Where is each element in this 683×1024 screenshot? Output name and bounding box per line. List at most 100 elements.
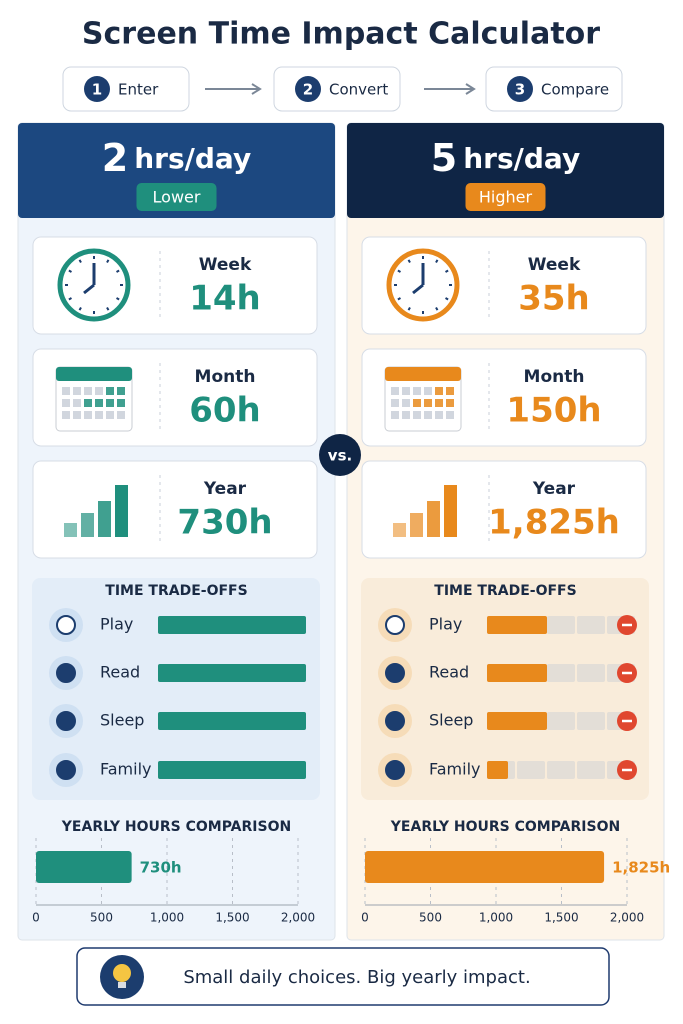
tradeoff-bar (158, 664, 306, 682)
tradeoff-label: Sleep (100, 711, 144, 730)
calendar-day (117, 411, 125, 419)
calendar-day (95, 399, 103, 407)
clock-hand (412, 283, 424, 295)
family-icon-inner (385, 760, 405, 780)
tradeoff-bar (158, 761, 306, 779)
clock-tick (68, 297, 72, 301)
segment-track (547, 712, 575, 730)
tradeoff-bar (158, 616, 306, 634)
bar-icon (393, 523, 406, 537)
step-label: Convert (329, 81, 388, 99)
clock-tick (116, 297, 120, 301)
tradeoff-bar (487, 761, 508, 779)
stat-label: Month (524, 367, 585, 387)
calendar-day (413, 387, 421, 395)
calendar-day (73, 387, 81, 395)
calendar-top (56, 367, 132, 381)
step-number: 1 (92, 81, 102, 99)
step-number: 2 (303, 81, 313, 99)
segment-track (547, 664, 575, 682)
x-tick-label: 1,000 (150, 911, 184, 925)
calendar-day (435, 411, 443, 419)
hours-unit: hrs/day (134, 142, 251, 175)
calendar-day (424, 411, 432, 419)
calendar-day (391, 399, 399, 407)
calendar-day (84, 399, 92, 407)
calendar-day (117, 387, 125, 395)
calendar-day (435, 387, 443, 395)
badge-label: Lower (153, 188, 201, 207)
step-label: Enter (118, 81, 159, 99)
x-tick-label: 500 (90, 911, 113, 925)
badge-label: Higher (479, 188, 533, 207)
clock-tick (445, 269, 449, 273)
x-tick-label: 0 (32, 911, 40, 925)
calendar-day (424, 387, 432, 395)
clock-hand (83, 283, 95, 295)
stat-label: Year (532, 479, 576, 499)
footer-box (76, 947, 610, 1006)
calendar-day (62, 411, 70, 419)
calendar-day (73, 399, 81, 407)
step-circle (84, 76, 110, 102)
calendar-day (106, 387, 114, 395)
sleep-icon-inner (56, 711, 76, 731)
calendar-day (106, 411, 114, 419)
tradeoff-bar (158, 712, 306, 730)
clock-tick (106, 307, 110, 311)
calendar-day (391, 387, 399, 395)
tradeoff-label: Play (100, 615, 133, 634)
calendar-day (446, 411, 454, 419)
tradeoffs-box (361, 578, 649, 800)
calendar-day (402, 411, 410, 419)
calendar-day (73, 411, 81, 419)
tradeoff-label: Play (429, 615, 462, 634)
calendar-day (391, 411, 399, 419)
segment-track (577, 712, 605, 730)
yearly-title: YEARLY HOURS COMPARISON (390, 819, 620, 835)
yearly-title: YEARLY HOURS COMPARISON (61, 819, 291, 835)
calendar-day (413, 411, 421, 419)
yearly-bar (365, 851, 605, 883)
calendar-day (402, 399, 410, 407)
arrowhead (465, 83, 476, 95)
panel-header (18, 123, 335, 218)
stat-value: 150h (506, 391, 601, 431)
tradeoff-bar (487, 712, 547, 730)
clock-tick (407, 307, 411, 311)
hours-unit: hrs/day (463, 142, 580, 175)
step-circle (295, 76, 321, 102)
stat-value: 1,825h (488, 503, 620, 543)
daily-hours: 5 hrs/day (431, 136, 580, 180)
stat-value: 730h (177, 503, 272, 543)
yearly-value-label: 730h (140, 859, 182, 877)
clock-tick (407, 259, 411, 263)
read-icon-inner (56, 663, 76, 683)
calendar-day (62, 399, 70, 407)
title: Screen Time Impact Calculator (82, 17, 600, 52)
x-tick-label: 0 (361, 911, 369, 925)
x-tick-label: 1,000 (479, 911, 513, 925)
calendar-day (446, 399, 454, 407)
x-tick-label: 2,000 (610, 911, 644, 925)
clock-tick (106, 259, 110, 263)
clock-tick (435, 259, 439, 263)
bar-icon (444, 485, 457, 537)
stat-label: Year (203, 479, 247, 499)
bar-icon (410, 513, 423, 537)
segment-track (577, 664, 605, 682)
step-label: Compare (541, 81, 609, 99)
tradeoff-label: Family (429, 760, 480, 779)
tradeoffs-title: TIME TRADE-OFFS (105, 583, 247, 599)
play-icon-inner (385, 615, 405, 635)
vs-badge (319, 434, 361, 476)
calendar-day (84, 411, 92, 419)
bar-icon (115, 485, 128, 537)
step-circle (507, 76, 533, 102)
calendar-day (413, 399, 421, 407)
daily-hours: 2 hrs/day (102, 136, 251, 180)
calendar-day (446, 387, 454, 395)
bar-icon (427, 501, 440, 537)
clock-tick (397, 269, 401, 273)
